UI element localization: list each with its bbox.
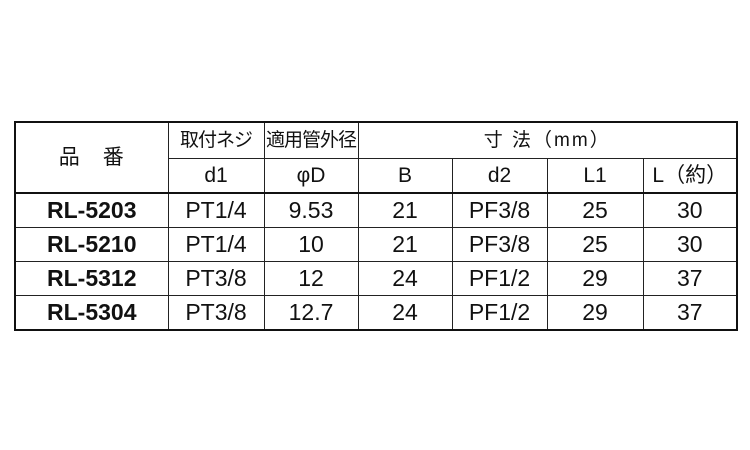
header-b: B bbox=[357, 158, 453, 194]
cell-d2: PF3/8 bbox=[451, 227, 548, 262]
cell-d: 9.53 bbox=[263, 192, 359, 228]
cell-d1: PT1/4 bbox=[167, 192, 265, 228]
cell-l1: 25 bbox=[546, 192, 644, 228]
table-row: RL-5203 PT1/4 9.53 21 PF3/8 25 30 bbox=[14, 192, 738, 228]
cell-b: 24 bbox=[357, 261, 453, 296]
cell-d2: PF3/8 bbox=[451, 192, 548, 228]
header-part-no: 品 番 bbox=[14, 121, 169, 194]
cell-d1: PT3/8 bbox=[167, 295, 265, 331]
header-l: L（約） bbox=[642, 158, 738, 194]
cell-b: 24 bbox=[357, 295, 453, 331]
cell-d2: PF1/2 bbox=[451, 261, 548, 296]
cell-d1: PT1/4 bbox=[167, 227, 265, 262]
cell-l: 30 bbox=[642, 192, 738, 228]
cell-l: 37 bbox=[642, 295, 738, 331]
table-row: RL-5312 PT3/8 12 24 PF1/2 29 37 bbox=[14, 261, 738, 296]
table-row: RL-5304 PT3/8 12.7 24 PF1/2 29 37 bbox=[14, 295, 738, 331]
header-l1: L1 bbox=[546, 158, 644, 194]
header-d1: d1 bbox=[167, 158, 265, 194]
cell-l1: 25 bbox=[546, 227, 644, 262]
cell-d: 12 bbox=[263, 261, 359, 296]
cell-l: 30 bbox=[642, 227, 738, 262]
cell-part: RL-5312 bbox=[14, 261, 169, 296]
cell-b: 21 bbox=[357, 227, 453, 262]
header-pipe-od: 適用管外径 bbox=[263, 121, 359, 159]
cell-d1: PT3/8 bbox=[167, 261, 265, 296]
cell-d: 10 bbox=[263, 227, 359, 262]
cell-part: RL-5304 bbox=[14, 295, 169, 331]
cell-l1: 29 bbox=[546, 261, 644, 296]
header-dimensions: 寸 法（mm） bbox=[357, 121, 738, 159]
header-row-1: 品 番 取付ネジ 適用管外径 寸 法（mm） bbox=[14, 121, 738, 194]
cell-l1: 29 bbox=[546, 295, 644, 331]
cell-part: RL-5203 bbox=[14, 192, 169, 228]
header-phi-d: φD bbox=[263, 158, 359, 194]
cell-part: RL-5210 bbox=[14, 227, 169, 262]
table-row: RL-5210 PT1/4 10 21 PF3/8 25 30 bbox=[14, 227, 738, 262]
header-mount-thread: 取付ネジ bbox=[167, 121, 265, 159]
cell-d: 12.7 bbox=[263, 295, 359, 331]
spec-table: 品 番 取付ネジ 適用管外径 寸 法（mm） d1 φD B d2 L1 L（約… bbox=[14, 121, 738, 331]
cell-b: 21 bbox=[357, 192, 453, 228]
header-d2: d2 bbox=[451, 158, 548, 194]
cell-d2: PF1/2 bbox=[451, 295, 548, 331]
header-row-2: d1 φD B d2 L1 L（約） bbox=[15, 158, 738, 194]
cell-l: 37 bbox=[642, 261, 738, 296]
